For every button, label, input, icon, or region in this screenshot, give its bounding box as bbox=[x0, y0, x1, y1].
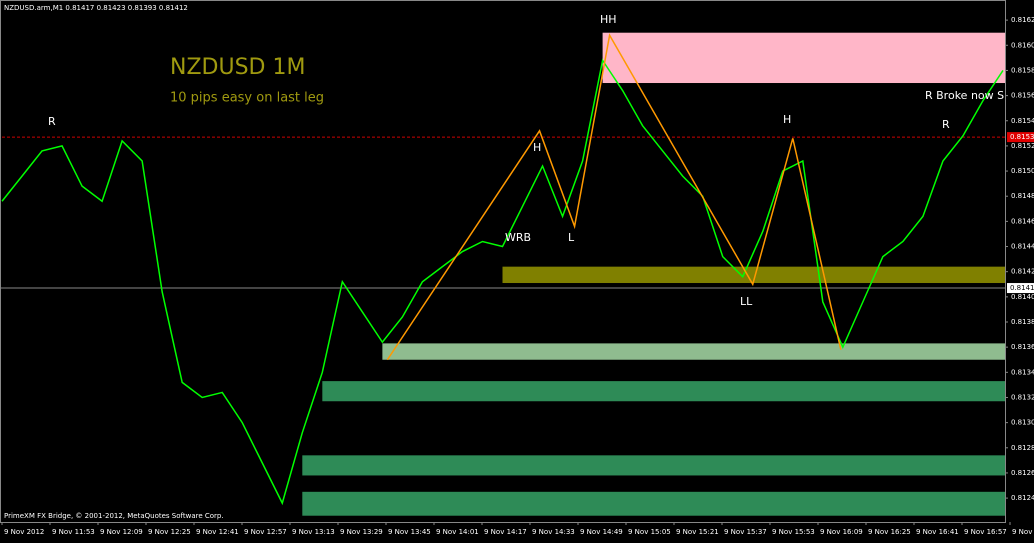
chart-footer: PrimeXM FX Bridge, © 2001-2012, MetaQuot… bbox=[4, 512, 224, 520]
x-tick-label: 9 Nov 15:53 bbox=[772, 528, 815, 536]
bid-price-label: 0.81412 bbox=[1010, 284, 1034, 292]
y-tick-label: 0.81385 bbox=[1011, 318, 1034, 326]
x-tick-label: 9 Nov 14:17 bbox=[484, 528, 527, 536]
y-tick-label: 0.81605 bbox=[1011, 41, 1034, 49]
y-tick-label: 0.81445 bbox=[1011, 243, 1034, 251]
y-tick-label: 0.81585 bbox=[1011, 66, 1034, 74]
zone bbox=[502, 266, 1005, 284]
x-tick-label: 9 Nov 14:49 bbox=[580, 528, 623, 536]
x-tick-label: 9 Nov 16:57 bbox=[964, 528, 1007, 536]
annotation: H bbox=[533, 141, 541, 154]
x-tick-label: 9 Nov 12:41 bbox=[196, 528, 239, 536]
annotation: HH bbox=[600, 13, 617, 26]
x-tick-label: 9 Nov 16:41 bbox=[916, 528, 959, 536]
y-tick-label: 0.81405 bbox=[1011, 293, 1034, 301]
annotation: R bbox=[942, 118, 950, 131]
y-tick-label: 0.81285 bbox=[1011, 444, 1034, 452]
x-tick-label: 9 Nov 15:05 bbox=[628, 528, 671, 536]
chart-subtitle: 10 pips easy on last leg bbox=[170, 91, 324, 106]
current-price-label: 0.81532 bbox=[1010, 133, 1034, 141]
y-tick-label: 0.81325 bbox=[1011, 393, 1034, 401]
chart-title: NZDUSD 1M bbox=[170, 55, 305, 80]
x-tick-label: 9 Nov 12:57 bbox=[244, 528, 287, 536]
x-tick-label: 9 Nov 12:25 bbox=[148, 528, 191, 536]
y-tick-label: 0.81465 bbox=[1011, 217, 1034, 225]
x-tick-label: 9 Nov 13:45 bbox=[388, 528, 431, 536]
zone bbox=[322, 381, 1005, 402]
x-tick-label: 9 Nov 13:29 bbox=[340, 528, 383, 536]
x-tick-label: 9 Nov 14:33 bbox=[532, 528, 575, 536]
y-tick-label: 0.81305 bbox=[1011, 419, 1034, 427]
annotation: WRB bbox=[505, 231, 531, 244]
y-tick-label: 0.81545 bbox=[1011, 117, 1034, 125]
x-tick-label: 9 Nov 15:21 bbox=[676, 528, 719, 536]
zone bbox=[302, 491, 1005, 516]
y-tick-label: 0.81425 bbox=[1011, 268, 1034, 276]
x-tick-label: 9 Nov 17:13 bbox=[1012, 528, 1034, 536]
y-tick-label: 0.81525 bbox=[1011, 142, 1034, 150]
x-tick-label: 9 Nov 11:53 bbox=[52, 528, 95, 536]
y-tick-label: 0.81365 bbox=[1011, 343, 1034, 351]
y-tick-label: 0.81485 bbox=[1011, 192, 1034, 200]
annotation: H bbox=[783, 113, 791, 126]
current-price-box bbox=[1007, 132, 1034, 143]
x-tick-label: 9 Nov 14:01 bbox=[436, 528, 479, 536]
x-tick-label: 9 Nov 2012 bbox=[4, 528, 44, 536]
y-tick-label: 0.81265 bbox=[1011, 469, 1034, 477]
annotation: LL bbox=[740, 295, 753, 308]
zone bbox=[302, 455, 1005, 476]
x-tick-label: 9 Nov 13:13 bbox=[292, 528, 335, 536]
annotation: L bbox=[568, 231, 575, 244]
annotation: R bbox=[48, 115, 56, 128]
bid-price-box bbox=[1007, 283, 1034, 294]
chart-header: NZDUSD.arm,M1 0.81417 0.81423 0.81393 0.… bbox=[4, 4, 188, 12]
y-tick-label: 0.81505 bbox=[1011, 167, 1034, 175]
x-tick-label: 9 Nov 15:37 bbox=[724, 528, 767, 536]
plot-frame bbox=[0, 0, 1006, 523]
zigzag bbox=[386, 33, 842, 361]
x-tick-label: 9 Nov 12:09 bbox=[100, 528, 143, 536]
y-tick-label: 0.81625 bbox=[1011, 16, 1034, 24]
zone bbox=[382, 343, 1005, 360]
y-tick-label: 0.81245 bbox=[1011, 494, 1034, 502]
x-tick-label: 9 Nov 16:09 bbox=[820, 528, 863, 536]
x-tick-label: 9 Nov 16:25 bbox=[868, 528, 911, 536]
zone bbox=[602, 32, 1005, 84]
annotation: R Broke now S bbox=[925, 89, 1004, 102]
y-tick-label: 0.81565 bbox=[1011, 92, 1034, 100]
y-tick-label: 0.81345 bbox=[1011, 368, 1034, 376]
